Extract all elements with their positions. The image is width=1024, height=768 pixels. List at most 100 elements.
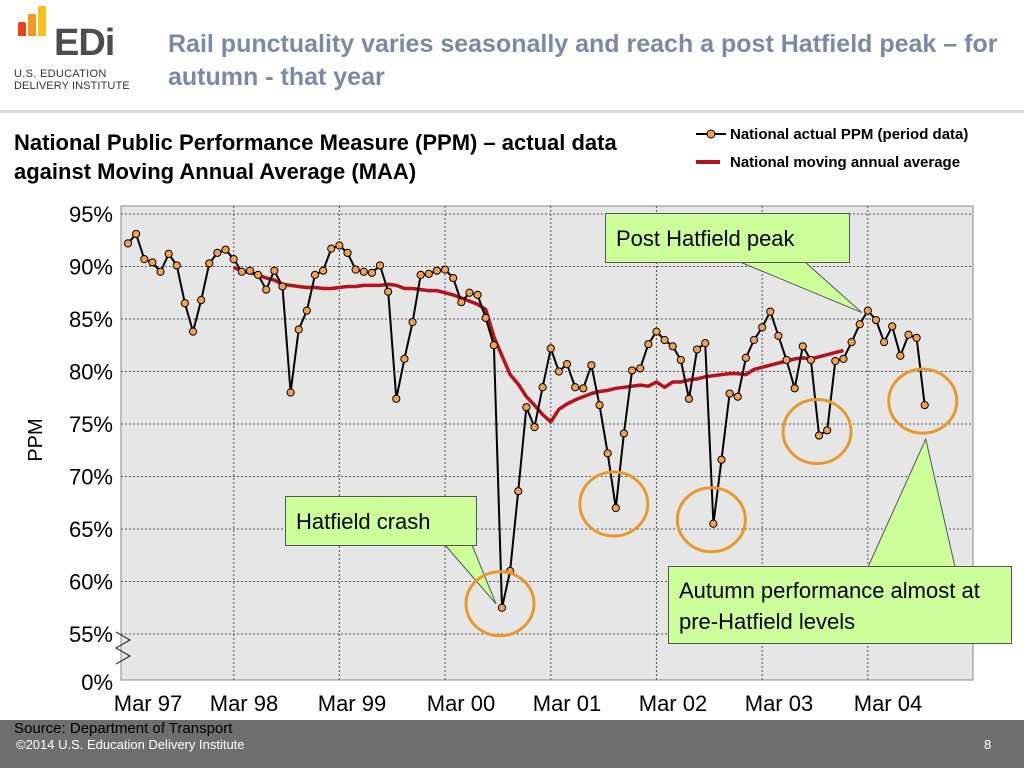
x-tick-label: Mar 01 bbox=[533, 691, 601, 716]
data-point-actual bbox=[132, 229, 141, 239]
data-point-actual bbox=[782, 355, 791, 365]
edi-logo: EDi U.S. EDUCATION DELIVERY INSTITUTE bbox=[14, 6, 134, 92]
slide-footer bbox=[0, 720, 1024, 768]
data-point-actual bbox=[912, 333, 921, 342]
y-tick-label: 0% bbox=[81, 670, 113, 695]
data-point-actual bbox=[457, 298, 466, 307]
data-point-actual bbox=[229, 255, 238, 264]
data-point-actual bbox=[140, 255, 149, 264]
y-tick-label: 80% bbox=[69, 360, 113, 385]
x-tick-label: Mar 03 bbox=[745, 691, 813, 716]
data-point-actual bbox=[319, 266, 328, 275]
legend-item-actual: National actual PPM (period data) bbox=[696, 124, 1024, 152]
data-point-actual bbox=[579, 384, 588, 393]
data-point-actual bbox=[302, 306, 311, 315]
data-point-actual bbox=[156, 267, 165, 276]
data-point-actual bbox=[611, 503, 620, 513]
data-point-actual bbox=[806, 355, 816, 365]
x-tick-label: Mar 97 bbox=[114, 691, 182, 716]
highlight-circle bbox=[675, 486, 747, 554]
data-point-actual bbox=[562, 360, 572, 369]
data-point-actual bbox=[693, 345, 702, 354]
data-point-actual bbox=[839, 354, 848, 363]
highlight-circle bbox=[781, 398, 853, 466]
data-point-actual bbox=[343, 248, 352, 257]
data-point-actual bbox=[375, 261, 385, 270]
data-point-actual bbox=[758, 323, 767, 332]
data-point-actual bbox=[424, 269, 433, 278]
data-point-actual bbox=[571, 383, 580, 392]
data-point-actual bbox=[351, 265, 360, 274]
line-with-dot-icon bbox=[696, 129, 726, 139]
data-point-actual bbox=[741, 353, 750, 362]
data-point-actual bbox=[660, 335, 669, 345]
data-point-actual bbox=[814, 431, 824, 440]
data-point-actual bbox=[148, 258, 157, 267]
data-point-actual bbox=[262, 285, 271, 294]
data-point-actual bbox=[489, 341, 498, 350]
data-point-actual bbox=[449, 273, 458, 283]
data-point-actual bbox=[709, 519, 718, 528]
data-point-actual bbox=[725, 389, 734, 398]
data-point-actual bbox=[749, 335, 759, 345]
data-point-actual bbox=[294, 325, 303, 334]
y-axis-title: PPM bbox=[25, 418, 47, 461]
data-point-actual bbox=[538, 383, 547, 392]
legend-label-actual: National actual PPM (period data) bbox=[730, 126, 969, 143]
data-point-actual bbox=[359, 267, 368, 276]
data-point-actual bbox=[888, 322, 897, 331]
logo-line-2: DELIVERY INSTITUTE bbox=[14, 80, 130, 92]
data-point-actual bbox=[871, 315, 881, 325]
x-tick-label: Mar 02 bbox=[639, 691, 707, 716]
data-point-actual bbox=[668, 342, 677, 351]
data-point-actual bbox=[286, 388, 295, 397]
data-point-actual bbox=[310, 270, 320, 279]
data-point-actual bbox=[847, 338, 856, 347]
x-tick-label: Mar 00 bbox=[427, 691, 495, 716]
data-point-actual bbox=[766, 307, 775, 316]
data-point-actual bbox=[123, 239, 133, 248]
data-point-actual bbox=[465, 288, 474, 297]
data-point-actual bbox=[619, 429, 629, 438]
data-point-actual bbox=[416, 270, 425, 279]
x-tick-label: Mar 99 bbox=[318, 691, 386, 716]
data-point-actual bbox=[595, 401, 604, 410]
data-point-actual bbox=[514, 487, 523, 496]
data-point-actual bbox=[530, 423, 539, 432]
y-tick-label: 90% bbox=[69, 255, 113, 280]
data-point-actual bbox=[205, 259, 214, 268]
y-tick-label: 95% bbox=[69, 202, 113, 227]
data-point-actual bbox=[627, 366, 637, 375]
data-point-actual bbox=[733, 392, 742, 401]
data-point-actual bbox=[278, 282, 287, 291]
data-point-actual bbox=[896, 351, 905, 360]
y-tick-label: 70% bbox=[69, 465, 113, 490]
highlight-circle bbox=[578, 470, 650, 538]
slide-header: EDi U.S. EDUCATION DELIVERY INSTITUTE Ra… bbox=[0, 0, 1024, 113]
data-point-actual bbox=[701, 339, 710, 348]
x-tick-label: Mar 04 bbox=[854, 691, 922, 716]
y-tick-label: 55% bbox=[69, 622, 113, 647]
callout-autumn-performance: Autumn performance almost at pre-Hatfiel… bbox=[668, 566, 1012, 644]
data-point-actual bbox=[440, 265, 450, 274]
data-point-actual bbox=[180, 299, 190, 308]
data-point-actual bbox=[863, 306, 872, 315]
y-tick-label: 85% bbox=[69, 307, 113, 332]
legend-label-maa: National moving annual average bbox=[730, 154, 961, 171]
data-point-actual bbox=[335, 241, 344, 250]
copyright-text: ©2014 U.S. Education Delivery Institute bbox=[16, 737, 245, 752]
data-point-actual bbox=[676, 355, 685, 365]
y-tick-label: 75% bbox=[69, 412, 113, 437]
data-point-actual bbox=[237, 267, 246, 276]
data-point-actual bbox=[432, 266, 442, 275]
data-point-actual bbox=[920, 401, 929, 410]
data-point-actual bbox=[270, 266, 279, 275]
highlight-circle bbox=[887, 367, 959, 435]
highlight-circle bbox=[464, 570, 536, 638]
chart-legend: National actual PPM (period data) Nation… bbox=[696, 124, 1024, 180]
data-point-actual bbox=[790, 384, 799, 393]
callout-hatfield-crash: Hatfield crash bbox=[285, 496, 477, 546]
data-point-actual bbox=[408, 318, 417, 327]
data-point-actual bbox=[172, 261, 181, 270]
data-point-actual bbox=[400, 354, 409, 363]
